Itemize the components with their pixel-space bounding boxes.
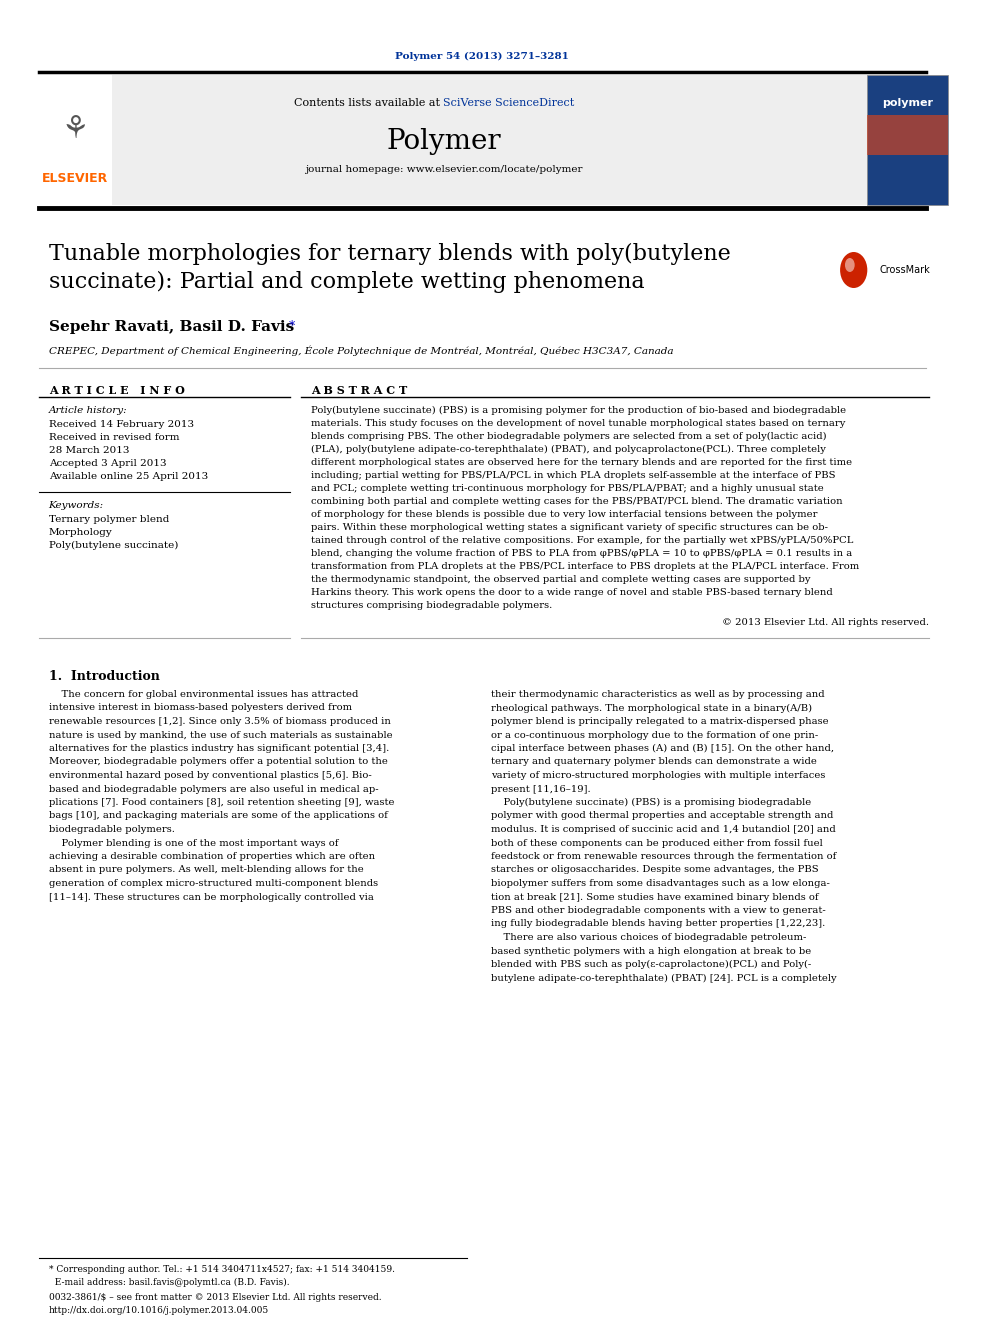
Text: CREPEC, Department of Chemical Engineering, École Polytechnique de Montréal, Mon: CREPEC, Department of Chemical Engineeri…	[49, 347, 674, 356]
Ellipse shape	[840, 251, 867, 288]
Text: Sepehr Ravati, Basil D. Favis: Sepehr Ravati, Basil D. Favis	[49, 320, 294, 333]
Text: plications [7]. Food containers [8], soil retention sheeting [9], waste: plications [7]. Food containers [8], soi…	[49, 798, 394, 807]
Text: combining both partial and complete wetting cases for the PBS/PBAT/PCL blend. Th: combining both partial and complete wett…	[311, 497, 843, 505]
Text: materials. This study focuses on the development of novel tunable morphological : materials. This study focuses on the dev…	[311, 419, 845, 429]
Text: different morphological states are observed here for the ternary blends and are : different morphological states are obser…	[311, 458, 852, 467]
Text: starches or oligosaccharides. Despite some advantages, the PBS: starches or oligosaccharides. Despite so…	[491, 865, 818, 875]
Text: of morphology for these blends is possible due to very low interfacial tensions : of morphology for these blends is possib…	[311, 509, 817, 519]
Text: There are also various choices of biodegradable petroleum-: There are also various choices of biodeg…	[491, 933, 806, 942]
Text: ing fully biodegradable blends having better properties [1,22,23].: ing fully biodegradable blends having be…	[491, 919, 825, 929]
Text: the thermodynamic standpoint, the observed partial and complete wetting cases ar: the thermodynamic standpoint, the observ…	[311, 576, 810, 583]
Text: Poly(butylene succinate) (PBS) is a promising polymer for the production of bio-: Poly(butylene succinate) (PBS) is a prom…	[311, 406, 846, 415]
Text: * Corresponding author. Tel.: +1 514 3404711x4527; fax: +1 514 3404159.: * Corresponding author. Tel.: +1 514 340…	[49, 1265, 395, 1274]
Text: PBS and other biodegradable components with a view to generat-: PBS and other biodegradable components w…	[491, 906, 825, 916]
Text: pairs. Within these morphological wetting states a significant variety of specif: pairs. Within these morphological wettin…	[311, 523, 828, 532]
Text: or a co-continuous morphology due to the formation of one prin-: or a co-continuous morphology due to the…	[491, 730, 818, 740]
Text: polymer: polymer	[882, 98, 932, 108]
Text: Polymer: Polymer	[386, 128, 501, 155]
Text: 28 March 2013: 28 March 2013	[49, 446, 129, 455]
Text: The concern for global environmental issues has attracted: The concern for global environmental iss…	[49, 691, 358, 699]
Text: variety of micro-structured morphologies with multiple interfaces: variety of micro-structured morphologies…	[491, 771, 825, 781]
Text: structures comprising biodegradable polymers.: structures comprising biodegradable poly…	[311, 601, 553, 610]
Text: Received 14 February 2013: Received 14 February 2013	[49, 419, 193, 429]
Text: blend, changing the volume fraction of PBS to PLA from φPBS/φPLA = 10 to φPBS/φP: blend, changing the volume fraction of P…	[311, 549, 852, 558]
Bar	[73, 75, 870, 205]
Text: A B S T R A C T: A B S T R A C T	[311, 385, 408, 396]
Text: [11–14]. These structures can be morphologically controlled via: [11–14]. These structures can be morphol…	[49, 893, 374, 901]
Text: biopolymer suffers from some disadvantages such as a low elonga-: biopolymer suffers from some disadvantag…	[491, 878, 830, 888]
Text: 1.  Introduction: 1. Introduction	[49, 669, 160, 683]
Bar	[867, 115, 948, 155]
Text: Poly(butylene succinate) (PBS) is a promising biodegradable: Poly(butylene succinate) (PBS) is a prom…	[491, 798, 811, 807]
Text: Morphology: Morphology	[49, 528, 112, 537]
Text: biodegradable polymers.: biodegradable polymers.	[49, 826, 175, 833]
Text: nature is used by mankind, the use of such materials as sustainable: nature is used by mankind, the use of su…	[49, 730, 392, 740]
Text: ⚘: ⚘	[62, 115, 88, 144]
Text: alternatives for the plastics industry has significant potential [3,4].: alternatives for the plastics industry h…	[49, 744, 389, 753]
Text: blends comprising PBS. The other biodegradable polymers are selected from a set : blends comprising PBS. The other biodegr…	[311, 433, 826, 441]
Text: ELSEVIER: ELSEVIER	[42, 172, 108, 185]
Text: polymer with good thermal properties and acceptable strength and: polymer with good thermal properties and…	[491, 811, 833, 820]
Text: Accepted 3 April 2013: Accepted 3 April 2013	[49, 459, 167, 468]
Text: 0032-3861/$ – see front matter © 2013 Elsevier Ltd. All rights reserved.: 0032-3861/$ – see front matter © 2013 El…	[49, 1293, 381, 1302]
Text: ternary and quaternary polymer blends can demonstrate a wide: ternary and quaternary polymer blends ca…	[491, 758, 816, 766]
Text: butylene adipate-co-terephthalate) (PBAT) [24]. PCL is a completely: butylene adipate-co-terephthalate) (PBAT…	[491, 974, 836, 983]
Text: Received in revised form: Received in revised form	[49, 433, 180, 442]
Text: and PCL; complete wetting tri-continuous morphology for PBS/PLA/PBAT; and a high: and PCL; complete wetting tri-continuous…	[311, 484, 824, 493]
Text: Polymer 54 (2013) 3271–3281: Polymer 54 (2013) 3271–3281	[396, 52, 569, 61]
Text: *: *	[289, 320, 295, 333]
Text: including; partial wetting for PBS/PLA/PCL in which PLA droplets self-assemble a: including; partial wetting for PBS/PLA/P…	[311, 471, 835, 480]
Text: both of these components can be produced either from fossil fuel: both of these components can be produced…	[491, 839, 822, 848]
Text: their thermodynamic characteristics as well as by processing and: their thermodynamic characteristics as w…	[491, 691, 824, 699]
Text: E-mail address: basil.favis@polymtl.ca (B.D. Favis).: E-mail address: basil.favis@polymtl.ca (…	[49, 1278, 290, 1287]
Text: renewable resources [1,2]. Since only 3.5% of biomass produced in: renewable resources [1,2]. Since only 3.…	[49, 717, 391, 726]
Text: Available online 25 April 2013: Available online 25 April 2013	[49, 472, 208, 482]
Text: polymer blend is principally relegated to a matrix-dispersed phase: polymer blend is principally relegated t…	[491, 717, 828, 726]
Text: environmental hazard posed by conventional plastics [5,6]. Bio-: environmental hazard posed by convention…	[49, 771, 371, 781]
Text: based synthetic polymers with a high elongation at break to be: based synthetic polymers with a high elo…	[491, 946, 811, 955]
Text: bags [10], and packaging materials are some of the applications of: bags [10], and packaging materials are s…	[49, 811, 388, 820]
Text: Tunable morphologies for ternary blends with poly(butylene
succinate): Partial a: Tunable morphologies for ternary blends …	[49, 243, 730, 294]
Bar	[39, 75, 112, 205]
Text: (PLA), poly(butylene adipate-co-terephthalate) (PBAT), and polycaprolactone(PCL): (PLA), poly(butylene adipate-co-terephth…	[311, 445, 826, 454]
Text: absent in pure polymers. As well, melt-blending allows for the: absent in pure polymers. As well, melt-b…	[49, 865, 363, 875]
Text: based and biodegradable polymers are also useful in medical ap-: based and biodegradable polymers are als…	[49, 785, 378, 794]
Text: modulus. It is comprised of succinic acid and 1,4 butandiol [20] and: modulus. It is comprised of succinic aci…	[491, 826, 836, 833]
Text: Article history:: Article history:	[49, 406, 127, 415]
Text: generation of complex micro-structured multi-component blends: generation of complex micro-structured m…	[49, 878, 378, 888]
Text: SciVerse ScienceDirect: SciVerse ScienceDirect	[443, 98, 574, 108]
Text: blended with PBS such as poly(ε-caprolactone)(PCL) and Poly(-: blended with PBS such as poly(ε-caprolac…	[491, 960, 811, 970]
Text: Harkins theory. This work opens the door to a wide range of novel and stable PBS: Harkins theory. This work opens the door…	[311, 587, 833, 597]
Text: cipal interface between phases (A) and (B) [15]. On the other hand,: cipal interface between phases (A) and (…	[491, 744, 834, 753]
Text: Ternary polymer blend: Ternary polymer blend	[49, 515, 169, 524]
Text: Keywords:: Keywords:	[49, 501, 104, 509]
Ellipse shape	[845, 258, 855, 273]
Text: CrossMark: CrossMark	[880, 265, 930, 275]
Text: journal homepage: www.elsevier.com/locate/polymer: journal homepage: www.elsevier.com/locat…	[305, 165, 582, 175]
Text: feedstock or from renewable resources through the fermentation of: feedstock or from renewable resources th…	[491, 852, 836, 861]
Text: Poly(butylene succinate): Poly(butylene succinate)	[49, 541, 178, 550]
Text: Polymer blending is one of the most important ways of: Polymer blending is one of the most impo…	[49, 839, 338, 848]
Text: achieving a desirable combination of properties which are often: achieving a desirable combination of pro…	[49, 852, 375, 861]
Text: tained through control of the relative compositions. For example, for the partia: tained through control of the relative c…	[311, 536, 853, 545]
Text: Moreover, biodegradable polymers offer a potential solution to the: Moreover, biodegradable polymers offer a…	[49, 758, 388, 766]
Text: rheological pathways. The morphological state in a binary(A/B): rheological pathways. The morphological …	[491, 704, 812, 713]
Text: © 2013 Elsevier Ltd. All rights reserved.: © 2013 Elsevier Ltd. All rights reserved…	[721, 618, 929, 627]
Text: present [11,16–19].: present [11,16–19].	[491, 785, 590, 794]
Text: transformation from PLA droplets at the PBS/PCL interface to PBS droplets at the: transformation from PLA droplets at the …	[311, 562, 859, 572]
Text: intensive interest in biomass-based polyesters derived from: intensive interest in biomass-based poly…	[49, 704, 352, 713]
Bar	[867, 75, 948, 205]
Text: A R T I C L E   I N F O: A R T I C L E I N F O	[49, 385, 185, 396]
Text: http://dx.doi.org/10.1016/j.polymer.2013.04.005: http://dx.doi.org/10.1016/j.polymer.2013…	[49, 1306, 269, 1315]
Text: Contents lists available at: Contents lists available at	[294, 98, 443, 108]
Text: tion at break [21]. Some studies have examined binary blends of: tion at break [21]. Some studies have ex…	[491, 893, 818, 901]
